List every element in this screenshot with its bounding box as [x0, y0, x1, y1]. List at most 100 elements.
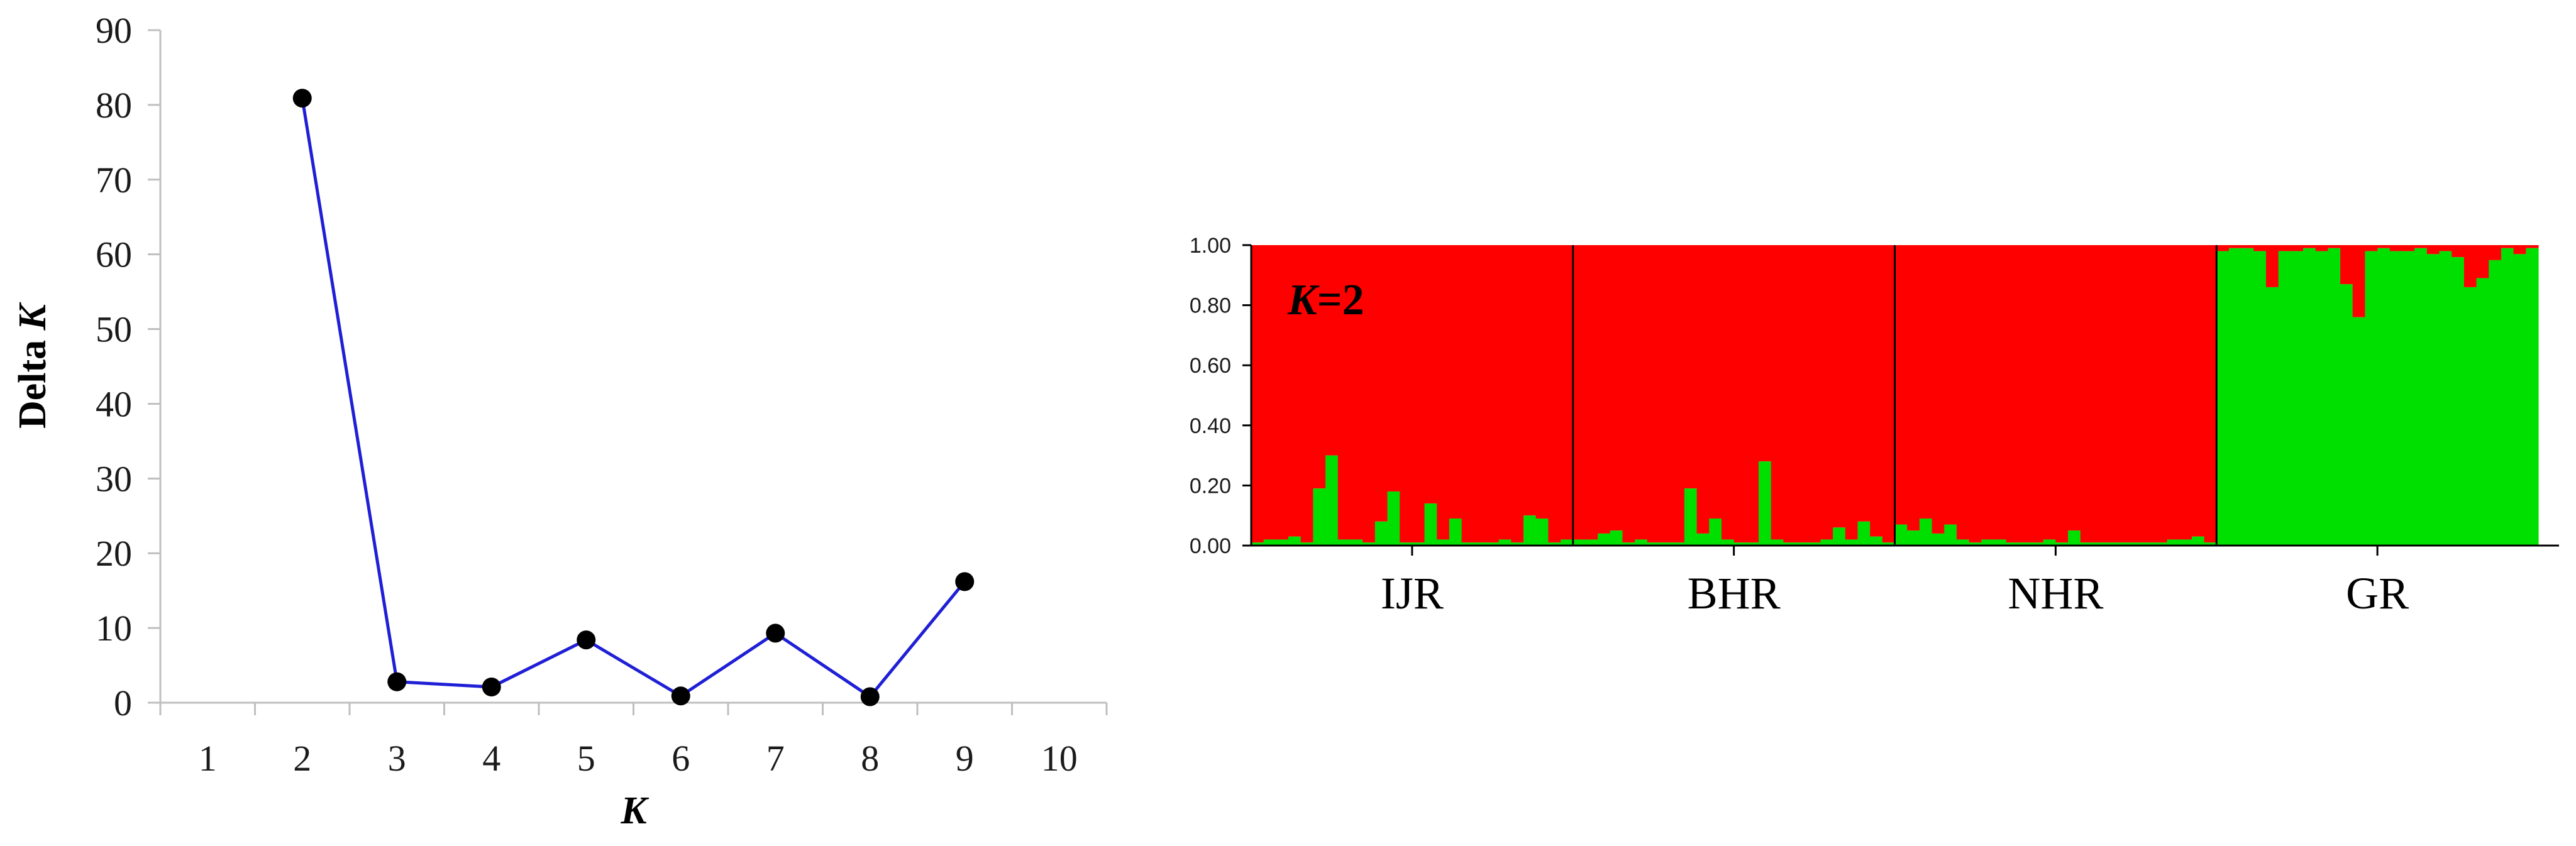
structure-bar-cluster-2	[2476, 278, 2489, 546]
structure-bar-cluster-2	[2340, 284, 2353, 546]
structure-bar-cluster-2	[2315, 251, 2328, 546]
structure-bar-cluster-2	[1523, 515, 1537, 546]
structure-bar-cluster-2	[1635, 539, 1648, 546]
delta-k-x-tick-label: 4	[482, 738, 500, 779]
structure-bar-cluster-1	[2278, 245, 2291, 251]
structure-bar-cluster-2	[2191, 536, 2205, 546]
structure-bar-cluster-1	[1535, 245, 1549, 519]
delta-k-y-tick-label: 90	[96, 10, 132, 51]
structure-population-label: BHR	[1688, 568, 1781, 618]
delta-k-y-tick-label: 80	[96, 85, 132, 126]
structure-bar-cluster-1	[1932, 245, 1945, 534]
structure-bar-cluster-2	[2092, 542, 2106, 546]
structure-bar-cluster-1	[2513, 245, 2526, 255]
structure-bar-cluster-1	[2340, 245, 2353, 285]
structure-bar-cluster-1	[2204, 245, 2217, 543]
delta-k-x-tick-label: 7	[766, 738, 785, 779]
structure-population-labels: IJR BHR NHR GR	[1381, 546, 2409, 618]
structure-bar-cluster-2	[1833, 527, 1846, 546]
structure-bar-cluster-1	[2476, 245, 2489, 278]
structure-bar-cluster-2	[2365, 251, 2378, 546]
structure-y-tick-label: 0.00	[1190, 534, 1231, 558]
structure-bar-cluster-1	[1498, 245, 1512, 540]
structure-bar-cluster-2	[2142, 542, 2155, 546]
delta-k-y-tick-label: 0	[114, 683, 132, 723]
structure-bar-cluster-1	[1337, 245, 1351, 540]
structure-bar-cluster-2	[1758, 461, 1772, 546]
structure-bar-cluster-1	[1894, 245, 1908, 525]
structure-bar-cluster-1	[1449, 245, 1462, 519]
structure-bar-cluster-1	[1919, 245, 1933, 519]
structure-bar-cluster-2	[1907, 530, 1920, 546]
delta-k-points	[292, 89, 975, 706]
structure-bar-cluster-1	[1511, 245, 1524, 543]
structure-bar-cluster-2	[1387, 491, 1400, 546]
structure-bar-cluster-2	[2439, 251, 2452, 546]
structure-bar-cluster-2	[1412, 542, 1425, 546]
structure-bar-cluster-2	[1474, 542, 1487, 546]
structure-bar-cluster-2	[2402, 251, 2415, 546]
structure-bar-cluster-1	[1870, 245, 1883, 537]
structure-bar-cluster-2	[1300, 542, 1314, 546]
structure-bar-cluster-2	[1845, 539, 1859, 546]
structure-bar-cluster-2	[2389, 251, 2403, 546]
delta-k-point	[387, 672, 407, 691]
structure-bar-cluster-2	[1672, 542, 1685, 546]
structure-bar-cluster-1	[2452, 245, 2465, 258]
structure-bar-cluster-2	[1548, 542, 1561, 546]
structure-bar-cluster-1	[1696, 245, 1710, 534]
structure-bar-cluster-2	[2228, 248, 2242, 546]
structure-y-tick-label: 0.80	[1190, 294, 1231, 318]
structure-bar-cluster-2	[1733, 542, 1747, 546]
structure-bar-cluster-2	[2006, 542, 2019, 546]
structure-bar-cluster-1	[2402, 245, 2415, 251]
structure-bar-cluster-2	[2018, 542, 2032, 546]
structure-bar-cluster-1	[2389, 245, 2403, 251]
structure-bar-cluster-1	[2253, 245, 2267, 251]
structure-bar-cluster-1	[2426, 245, 2440, 255]
structure-bar-cluster-2	[2154, 542, 2168, 546]
structure-bar-cluster-1	[1758, 245, 1772, 462]
structure-bar-cluster-1	[1993, 245, 2007, 540]
structure-bar-cluster-2	[2489, 260, 2502, 546]
structure-bar-cluster-1	[1808, 245, 1821, 543]
structure-bar-cluster-2	[2253, 251, 2267, 546]
delta-k-x-tick-label: 8	[861, 738, 879, 779]
structure-bar-cluster-1	[1325, 245, 1339, 456]
delta-k-x-tick-label: 1	[199, 738, 217, 779]
structure-bar-cluster-1	[2377, 245, 2391, 248]
structure-bar-cluster-1	[1437, 245, 1450, 540]
structure-bar-cluster-2	[2463, 287, 2477, 546]
structure-bar-cluster-1	[1845, 245, 1859, 540]
structure-bar-cluster-2	[1696, 533, 1710, 546]
structure-bar-cluster-1	[2463, 245, 2477, 287]
structure-bar-cluster-2	[2204, 542, 2217, 546]
structure-bar-cluster-1	[1461, 245, 1474, 543]
structure-population-label: IJR	[1381, 568, 1444, 618]
structure-bar-cluster-2	[1956, 539, 1970, 546]
delta-k-x-tick-label: 9	[956, 738, 974, 779]
structure-bar-cluster-2	[1263, 539, 1276, 546]
structure-bars	[1251, 245, 2539, 546]
structure-bar-cluster-1	[1622, 245, 1635, 543]
delta-k-y-tick-label: 20	[96, 533, 132, 574]
structure-bar-cluster-2	[1709, 518, 1722, 546]
structure-bar-cluster-1	[1548, 245, 1561, 543]
delta-k-point	[292, 89, 312, 108]
structure-bar-cluster-1	[1956, 245, 1970, 540]
delta-k-point	[577, 630, 596, 650]
structure-k-annotation: K=2	[1287, 276, 1364, 324]
structure-bar-cluster-1	[2142, 245, 2155, 543]
structure-bar-cluster-1	[1573, 245, 1586, 540]
structure-bar-cluster-2	[2130, 542, 2143, 546]
structure-bar-cluster-1	[1783, 245, 1796, 543]
structure-bar-cluster-2	[2241, 248, 2254, 546]
structure-bar-cluster-1	[2265, 245, 2279, 287]
structure-bar-cluster-1	[1251, 245, 1264, 543]
structure-bar-cluster-1	[1424, 245, 1437, 504]
structure-bar-cluster-2	[1721, 539, 1735, 546]
structure-bar-cluster-2	[1919, 518, 1933, 546]
structure-chart: 0.00 0.20 0.40 0.60 0.80 1.00 IJR BHR NHR GR K=2	[1190, 234, 2559, 618]
structure-bar-cluster-2	[1820, 539, 1833, 546]
delta-k-series-line	[301, 97, 966, 699]
